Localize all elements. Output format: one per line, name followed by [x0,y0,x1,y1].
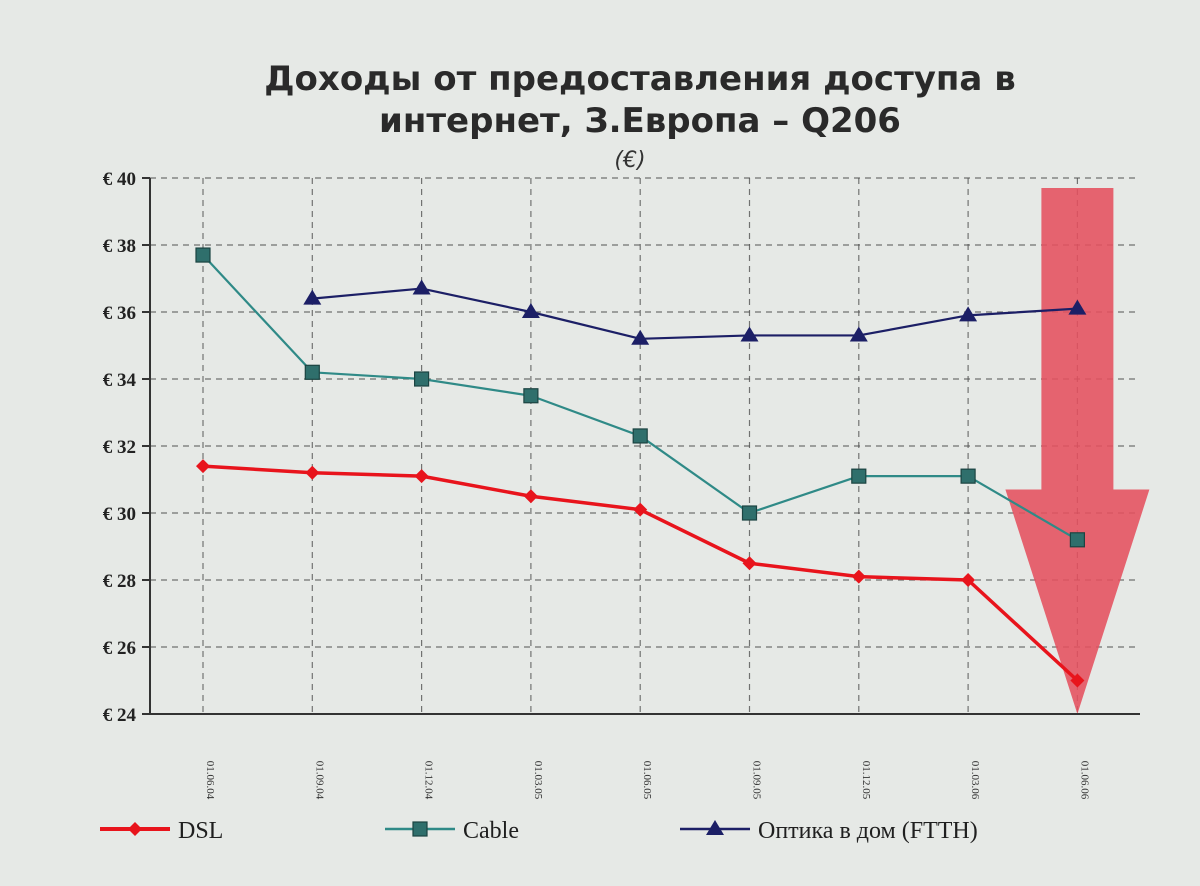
x-tick-label: 01.06.05 [641,761,653,800]
data-point [414,371,430,387]
legend-marker-icon [706,820,724,835]
data-point [849,326,868,342]
x-tick-label: 01.12.04 [423,761,435,800]
data-point [851,569,866,584]
data-point [195,247,211,263]
x-tick-label: 01.06.06 [1078,761,1090,800]
legend-marker-icon [128,822,142,836]
data-point [1068,299,1087,315]
data-point [523,489,538,504]
x-tick-label: 01.09.04 [313,761,325,800]
data-point [521,303,540,318]
data-point [959,306,978,322]
down-arrow-icon [1005,188,1150,714]
chart-subtitle: (€) [614,148,645,173]
y-tick-label: € 28 [103,571,136,592]
data-point [303,289,322,305]
y-tick-label: € 34 [103,370,137,391]
data-point [740,326,759,342]
data-point [1069,532,1086,548]
legend-label: Оптика в дом (FTTH) [758,818,978,844]
data-point [960,468,976,484]
legend: DSL Cable Оптика в дом (FTTH) [100,818,978,844]
grid [150,177,1140,714]
y-tick-label: € 30 [103,504,136,525]
data-point [304,364,320,380]
series-group [195,247,1087,688]
data-point [742,556,757,571]
y-tick-label: € 24 [103,705,137,726]
y-tick-label: € 38 [103,236,136,257]
legend-label: Cable [463,818,519,844]
data-point [851,468,867,484]
chart-title-line1: Доходы от предоставления доступа в [264,59,1015,99]
series-diamond [196,459,1085,688]
data-point [1070,673,1085,688]
data-point [632,428,648,444]
series-square [195,247,1086,548]
x-tick-label: 01.06.04 [204,761,216,800]
x-tick-label: 01.12.05 [860,761,872,800]
data-point [196,459,210,474]
data-point [741,505,758,521]
data-point [305,465,320,480]
x-tick-label: 01.03.06 [969,761,981,800]
legend-label: DSL [178,818,223,844]
annotation-arrow [1005,188,1150,714]
series-line [312,287,1078,340]
data-point [633,502,648,517]
axes: € 40 € 38 € 36 € 34 € 32 € 30 € 28 € 26 € 24 01.0… [103,169,1140,800]
data-point [412,279,431,295]
data-point [414,469,429,484]
chart-title-line2: интернет, З.Европа – Q206 [379,101,901,141]
y-tick-label: € 26 [103,638,136,659]
series-triangle [303,279,1087,345]
x-tick-label: 01.03.05 [532,761,544,800]
y-tick-label: € 32 [103,437,136,458]
data-point [631,329,650,345]
legend-marker-icon [412,821,428,837]
y-tick-label: € 40 [103,169,136,190]
data-point [523,388,539,404]
y-tick-label: € 36 [103,303,136,324]
x-tick-label: 01.09.05 [751,761,763,800]
data-point [961,573,976,587]
